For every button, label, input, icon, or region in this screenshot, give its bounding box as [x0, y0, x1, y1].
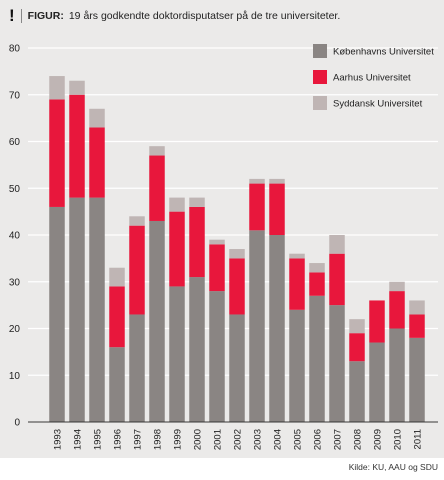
- bar-segment-syddansk: [189, 197, 205, 207]
- bar-segment-aarhus: [49, 99, 65, 207]
- y-tick-label: 0: [14, 418, 20, 429]
- x-tick-label: 1993: [53, 429, 64, 450]
- y-tick-label: 40: [9, 231, 21, 242]
- bar-segment-syddansk: [89, 108, 105, 128]
- y-tick-label: 50: [9, 184, 21, 195]
- bar-segment-syddansk: [229, 249, 245, 259]
- x-tick-label: 2011: [413, 429, 424, 449]
- legend-label: Aarhus Universitet: [333, 73, 411, 84]
- x-tick-label: 1994: [73, 429, 84, 450]
- bar-segment-syddansk: [49, 76, 65, 100]
- bar-segment-syddansk: [109, 267, 125, 287]
- bar-segment-syddansk: [349, 319, 365, 334]
- y-tick-label: 10: [9, 371, 21, 382]
- bar-segment-kobenhavn: [209, 291, 225, 422]
- x-tick-label: 1999: [173, 429, 184, 450]
- y-tick-label: 70: [9, 90, 21, 101]
- bar-segment-kobenhavn: [409, 337, 425, 422]
- bar-segment-aarhus: [209, 244, 225, 292]
- legend-swatch: [313, 44, 327, 58]
- y-tick-label: 80: [9, 44, 21, 55]
- bar-segment-syddansk: [209, 239, 225, 245]
- bar-segment-syddansk: [289, 253, 305, 259]
- bar-segment-kobenhavn: [349, 361, 365, 422]
- bar-segment-kobenhavn: [49, 206, 65, 422]
- bar-segment-kobenhavn: [89, 197, 105, 422]
- bar-segment-kobenhavn: [369, 342, 385, 422]
- figure-header: ! FIGUR: 19 års godkendte doktordisputat…: [9, 6, 340, 26]
- x-tick-label: 2002: [233, 429, 244, 450]
- bar-segment-kobenhavn: [389, 328, 405, 422]
- bar-segment-kobenhavn: [269, 235, 285, 422]
- bar-segment-aarhus: [149, 155, 165, 221]
- figure-label: FIGUR:: [27, 10, 64, 22]
- bar-segment-aarhus: [189, 206, 205, 278]
- x-tick-label: 1998: [153, 429, 164, 450]
- x-tick-label: 2007: [333, 429, 344, 450]
- x-tick-label: 2009: [373, 429, 384, 450]
- bar-segment-aarhus: [229, 258, 245, 315]
- title-divider: [20, 9, 22, 23]
- bar-segment-kobenhavn: [109, 347, 125, 422]
- bar-segment-aarhus: [129, 225, 145, 315]
- bar-segment-syddansk: [129, 216, 145, 226]
- bar-segment-syddansk: [389, 281, 405, 292]
- bar-segment-syddansk: [169, 197, 185, 212]
- bar-segment-kobenhavn: [229, 314, 245, 422]
- bar-segment-aarhus: [269, 183, 285, 235]
- source-note: Kilde: KU, AAU og SDU: [348, 462, 438, 472]
- legend-swatch: [313, 96, 327, 110]
- bar-segment-kobenhavn: [169, 286, 185, 422]
- bar-segment-kobenhavn: [329, 305, 345, 422]
- x-tick-label: 2000: [193, 429, 204, 450]
- bar-segment-kobenhavn: [129, 314, 145, 422]
- bar-segment-aarhus: [389, 291, 405, 329]
- bar-segment-kobenhavn: [69, 197, 85, 422]
- legend-label: Syddansk Universitet: [333, 99, 423, 110]
- bar-segment-aarhus: [349, 333, 365, 362]
- bar-segment-syddansk: [329, 235, 345, 254]
- bar-segment-kobenhavn: [309, 295, 325, 422]
- bar-segment-aarhus: [309, 272, 325, 296]
- stacked-bar-chart: 0 10 20 30 40 50 60 70 80 1993 1994 1995 1996 1997 199…: [9, 44, 438, 450]
- bar-segment-syddansk: [309, 263, 325, 273]
- bar-segment-syddansk: [409, 300, 425, 315]
- exclamation-icon: !: [9, 6, 15, 25]
- chart-title: 19 års godkendte doktordisputatser på de…: [68, 10, 341, 22]
- bar-segment-kobenhavn: [149, 220, 165, 422]
- x-tick-label: 2001: [213, 429, 224, 450]
- bar-segment-kobenhavn: [189, 277, 205, 422]
- y-tick-label: 20: [9, 324, 21, 335]
- y-tick-label: 60: [9, 137, 21, 148]
- bar-segment-aarhus: [89, 127, 105, 198]
- bar-segment-syddansk: [249, 178, 265, 184]
- bar-segment-aarhus: [109, 286, 125, 348]
- bar-segment-aarhus: [329, 253, 345, 306]
- legend-label: Københavns Universitet: [333, 47, 434, 58]
- bar-segment-aarhus: [409, 314, 425, 338]
- y-tick-label: 30: [9, 277, 21, 288]
- x-tick-label: 2005: [293, 429, 304, 450]
- bar-segment-aarhus: [249, 183, 265, 231]
- bar-segment-kobenhavn: [289, 309, 305, 422]
- x-tick-label: 2004: [273, 429, 284, 450]
- bar-segment-aarhus: [289, 258, 305, 310]
- x-tick-label: 2010: [393, 429, 404, 450]
- bar-segment-aarhus: [69, 94, 85, 198]
- bar-segment-syddansk: [69, 80, 85, 95]
- bar-segment-syddansk: [269, 178, 285, 184]
- bar-segment-kobenhavn: [249, 230, 265, 422]
- bar-segment-syddansk: [149, 146, 165, 156]
- legend-swatch: [313, 70, 327, 84]
- x-tick-label: 1997: [133, 429, 144, 450]
- x-tick-label: 2008: [353, 429, 364, 450]
- x-tick-label: 1995: [93, 429, 104, 450]
- x-tick-label: 2003: [253, 429, 264, 450]
- x-tick-label: 2006: [313, 429, 324, 450]
- bar-segment-aarhus: [369, 300, 385, 343]
- x-tick-label: 1996: [113, 429, 124, 450]
- bar-segment-aarhus: [169, 211, 185, 287]
